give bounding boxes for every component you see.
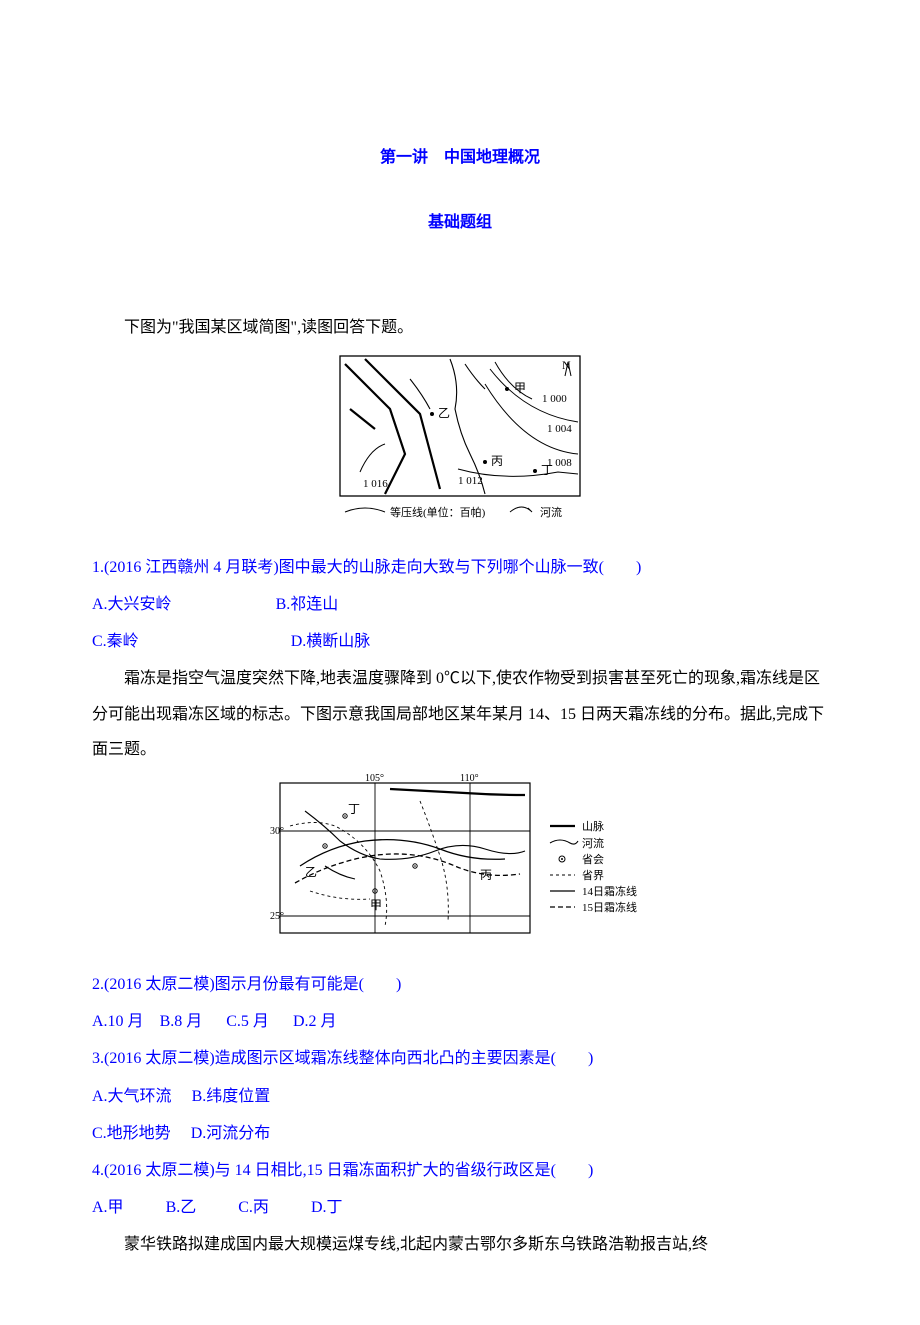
svg-text:105°: 105° — [365, 773, 384, 784]
figure-1-wrap: 甲 乙 丙 丁 N 1 000 1 004 1 008 1 012 1 016 … — [92, 354, 828, 542]
q3-opt-a: A.大气环流 — [92, 1079, 172, 1114]
svg-text:30°: 30° — [270, 826, 284, 837]
svg-text:丁: 丁 — [348, 802, 360, 816]
q1-opt-a: A.大兴安岭 — [92, 587, 172, 622]
svg-text:甲: 甲 — [514, 381, 526, 395]
svg-text:1 008: 1 008 — [547, 457, 572, 469]
svg-text:1 012: 1 012 — [458, 475, 483, 487]
question-1-opts-row1: A.大兴安岭 B.祁连山 — [92, 587, 828, 622]
svg-text:25°: 25° — [270, 911, 284, 922]
svg-text:110°: 110° — [460, 773, 479, 784]
svg-text:河流: 河流 — [540, 505, 562, 519]
q2-opt-d: D.2 月 — [293, 1004, 337, 1039]
svg-text:省会: 省会 — [582, 853, 604, 866]
figure-1-svg: 甲 乙 丙 丁 N 1 000 1 004 1 008 1 012 1 016 … — [310, 354, 610, 529]
svg-text:山脉: 山脉 — [582, 819, 604, 833]
intro-passage-1: 下图为"我国某区域简图",读图回答下题。 — [92, 310, 828, 345]
q2-opt-c: C.5 月 — [226, 1004, 269, 1039]
svg-text:省界: 省界 — [582, 869, 604, 882]
q2-opt-b: B.8 月 — [160, 1004, 203, 1039]
q2-opt-a: A.10 月 — [92, 1004, 144, 1039]
q3-opt-b: B.纬度位置 — [192, 1079, 271, 1114]
svg-text:1 000: 1 000 — [542, 393, 567, 405]
page-title: 第一讲 中国地理概况 — [92, 140, 828, 175]
q3-opt-c: C.地形地势 — [92, 1116, 171, 1151]
q4-opt-a: A.甲 — [92, 1190, 124, 1225]
svg-text:15日霜冻线: 15日霜冻线 — [582, 900, 637, 914]
page-subtitle: 基础题组 — [92, 205, 828, 240]
svg-text:丙: 丙 — [480, 868, 492, 882]
question-2-opts: A.10 月 B.8 月 C.5 月 D.2 月 — [92, 1004, 828, 1039]
question-3-stem: 3.(2016 太原二模)造成图示区域霜冻线整体向西北凸的主要因素是( ) — [92, 1041, 828, 1076]
figure-2-wrap: 105° 110° 30° 25° 丁 乙 甲 丙 山脉 河流 省会 省 — [92, 771, 828, 959]
svg-text:等压线(单位：百帕): 等压线(单位：百帕) — [390, 505, 486, 519]
passage-3: 蒙华铁路拟建成国内最大规模运煤专线,北起内蒙古鄂尔多斯东乌铁路浩勒报吉站,终 — [92, 1227, 828, 1262]
svg-text:乙: 乙 — [438, 406, 450, 420]
question-3-opts-row1: A.大气环流 B.纬度位置 — [92, 1079, 828, 1114]
svg-text:14日霜冻线: 14日霜冻线 — [582, 884, 637, 898]
question-1-stem: 1.(2016 江西赣州 4 月联考)图中最大的山脉走向大致与下列哪个山脉一致(… — [92, 550, 828, 585]
q4-opt-c: C.丙 — [238, 1190, 269, 1225]
question-4-opts: A.甲 B.乙 C.丙 D.丁 — [92, 1190, 828, 1225]
passage-2: 霜冻是指空气温度突然下降,地表温度骤降到 0℃以下,使农作物受到损害甚至死亡的现… — [92, 661, 828, 767]
question-4-stem: 4.(2016 太原二模)与 14 日相比,15 日霜冻面积扩大的省级行政区是(… — [92, 1153, 828, 1188]
q1-opt-b: B.祁连山 — [276, 587, 339, 622]
q1-opt-d: D.横断山脉 — [291, 624, 371, 659]
figure-2-svg: 105° 110° 30° 25° 丁 乙 甲 丙 山脉 河流 省会 省 — [270, 771, 650, 946]
q4-opt-d: D.丁 — [311, 1190, 343, 1225]
question-2-stem: 2.(2016 太原二模)图示月份最有可能是( ) — [92, 967, 828, 1002]
svg-text:甲: 甲 — [370, 898, 382, 912]
svg-text:乙: 乙 — [305, 865, 317, 879]
question-1-opts-row2: C.秦岭 D.横断山脉 — [92, 624, 828, 659]
svg-text:1 004: 1 004 — [547, 423, 572, 435]
svg-text:河流: 河流 — [582, 836, 604, 850]
q3-opt-d: D.河流分布 — [191, 1116, 271, 1151]
svg-text:1 016: 1 016 — [363, 478, 388, 490]
q1-opt-c: C.秦岭 — [92, 624, 139, 659]
question-3-opts-row2: C.地形地势 D.河流分布 — [92, 1116, 828, 1151]
q4-opt-b: B.乙 — [166, 1190, 197, 1225]
svg-text:丙: 丙 — [491, 454, 503, 468]
